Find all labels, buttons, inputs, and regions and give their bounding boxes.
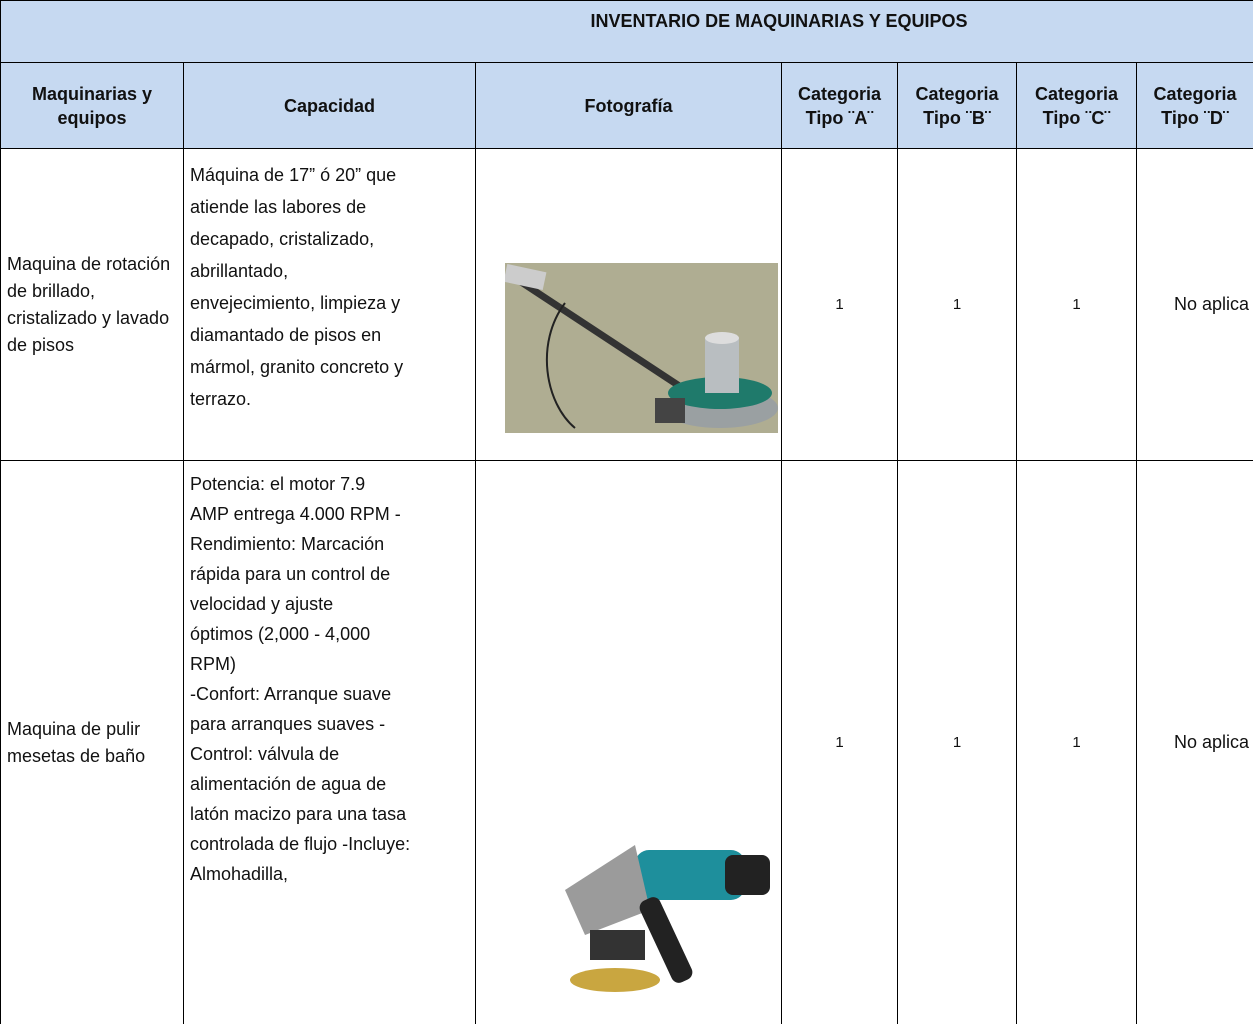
capacity-line: diamantado de pisos en	[190, 325, 382, 345]
category-value: 1	[1016, 148, 1137, 461]
capacity-line: mármol, granito concreto y	[190, 357, 404, 377]
capacity-line: Almohadilla,	[190, 864, 289, 884]
category-value: 1	[781, 460, 898, 1024]
column-header: Capacidad	[183, 62, 476, 149]
photo-floor-machine	[505, 263, 778, 433]
capacity-line: controlada de flujo -Incluye:	[190, 834, 411, 854]
category-value: No aplica	[1136, 148, 1253, 461]
capacity-line: abrillantado,	[190, 261, 289, 281]
column-header: Categoria Tipo ¨C¨	[1016, 62, 1137, 149]
capacity-line: para arranques suaves -	[190, 714, 386, 734]
capacity-line: envejecimiento, limpieza y	[190, 293, 401, 313]
machine-name: Maquina de pulir mesetas de baño	[0, 460, 184, 1024]
machine-name: Maquina de rotación de brillado, cristal…	[0, 148, 184, 461]
capacity-line: Rendimiento: Marcación	[190, 534, 385, 554]
capacity-line: -Confort: Arranque suave	[190, 684, 392, 704]
capacity-line: decapado, cristalizado,	[190, 229, 375, 249]
capacity: Máquina de 17” ó 20” que atiende las labo…	[183, 148, 476, 461]
capacity-line: latón macizo para una tasa	[190, 804, 407, 824]
capacity-line: atiende las labores de	[190, 197, 367, 217]
capacity-line: Control: válvula de	[190, 744, 340, 764]
photo-polisher	[555, 830, 775, 1000]
category-value: 1	[781, 148, 898, 461]
column-header: Categoria Tipo ¨D¨	[1136, 62, 1253, 149]
category-value: No aplica	[1136, 460, 1253, 1024]
column-header: Categoria Tipo ¨B¨	[897, 62, 1017, 149]
capacity-line: Potencia: el motor 7.9	[190, 474, 366, 494]
category-value: 1	[1016, 460, 1137, 1024]
capacity-line: Máquina de 17” ó 20” que	[190, 165, 397, 185]
capacity-line: velocidad y ajuste	[190, 594, 334, 614]
capacity-line: rápida para un control de	[190, 564, 391, 584]
capacity-line: AMP entrega 4.000 RPM -	[190, 504, 401, 524]
column-header: Maquinarias y equipos	[0, 62, 184, 149]
capacity-line: RPM)	[190, 654, 236, 674]
capacity: Potencia: el motor 7.9 AMP entrega 4.000 …	[183, 460, 476, 1024]
category-value: 1	[897, 460, 1017, 1024]
column-header: Fotografía	[475, 62, 782, 149]
capacity-line: óptimos (2,000 - 4,000	[190, 624, 371, 644]
category-value: 1	[897, 148, 1017, 461]
column-header: Categoria Tipo ¨A¨	[781, 62, 898, 149]
table-title: INVENTARIO DE MAQUINARIAS Y EQUIPOS	[0, 0, 1253, 63]
capacity-line: alimentación de agua de	[190, 774, 387, 794]
capacity-line: terrazo.	[190, 389, 252, 409]
